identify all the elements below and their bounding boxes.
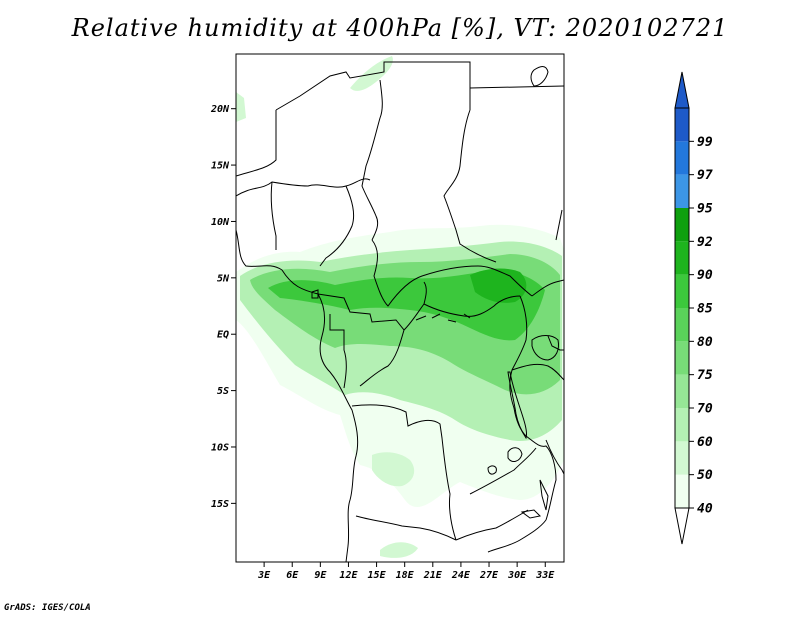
colorbar-level-label: 97 [697, 168, 713, 183]
colorbar-level-label: 85 [697, 302, 713, 317]
lake-outline [507, 447, 523, 462]
colorbar-upper-triangle [674, 71, 690, 109]
colorbar-swatch [675, 374, 689, 408]
colorbar-level-label: 70 [697, 402, 713, 417]
border-line [455, 509, 529, 541]
latitude-tick-label: 5N [217, 273, 230, 284]
humidity-area-north-streak [350, 56, 393, 91]
border-line [531, 279, 564, 297]
longitude-tick-label: 6E [286, 570, 299, 581]
border-line [329, 314, 347, 389]
longitude-tick-label: 27E [479, 570, 499, 581]
humidity-area-northwest-corner [236, 92, 246, 122]
longitude-tick-label: 30E [507, 570, 527, 581]
latitude-tick-label: 20N [210, 104, 230, 115]
border-line [361, 79, 383, 241]
island-outline [530, 66, 549, 87]
colorbar-swatch [675, 174, 689, 208]
colorbar-swatch [675, 308, 689, 342]
colorbar-level-label: 95 [697, 202, 713, 217]
colorbar-level-label: 40 [697, 502, 713, 517]
border-line [236, 110, 277, 177]
congo-river-segment [415, 313, 471, 323]
color-bar: 40 50 60 70 75 80 85 90 92 95 97 99 [674, 71, 713, 545]
humidity-area-south-pocket [372, 452, 415, 487]
lake-outline [487, 465, 497, 475]
border-line [371, 239, 533, 307]
colorbar-swatch [675, 474, 689, 508]
latitude-axis: 20N 15N 10N 5N EQ 5S 10S 15S [210, 104, 236, 510]
border-line [270, 181, 277, 250]
colorbar-level-label: 99 [697, 135, 713, 150]
longitude-tick-label: 18E [396, 570, 415, 581]
lake-outline [520, 509, 542, 519]
longitude-tick-label: 15E [368, 570, 387, 581]
border-line [351, 404, 457, 541]
humidity-area-90 [470, 268, 527, 303]
latitude-tick-label: EQ [217, 330, 229, 341]
longitude-tick-label: 3E [257, 570, 271, 581]
colorbar-level-label: 50 [697, 468, 713, 483]
border-line [547, 335, 564, 351]
latitude-tick-label: 15S [211, 499, 229, 510]
colorbar-level-label: 75 [697, 368, 713, 383]
humidity-area-south-edge [380, 542, 418, 558]
border-line [443, 109, 497, 263]
west-africa-coastline [236, 229, 359, 562]
longitude-tick-label: 12E [339, 570, 358, 581]
colorbar-swatch [675, 441, 689, 475]
latitude-tick-label: 15N [211, 161, 230, 172]
border-line [555, 209, 563, 241]
colorbar-swatch [675, 108, 689, 142]
latitude-tick-label: 10S [211, 442, 229, 453]
border-line [319, 185, 355, 267]
latitude-tick-label: 10N [211, 217, 230, 228]
border-line [469, 85, 564, 89]
border-line [545, 439, 564, 475]
border-line [317, 293, 405, 387]
longitude-tick-label: 9E [314, 570, 327, 581]
colorbar-swatch [675, 141, 689, 175]
border-line [487, 519, 547, 553]
lake-victoria [531, 335, 559, 361]
longitude-tick-label: 21E [423, 570, 443, 581]
island-outline [311, 289, 319, 299]
border-line [525, 435, 557, 521]
latitude-tick-label: 5S [217, 386, 229, 397]
border-line [236, 178, 371, 197]
longitude-axis: 3E 6E 9E 12E 15E 18E 21E 24E 27E 30E 33E [257, 562, 555, 581]
map-title: Relative humidity at 400hPa [%], VT: 202… [71, 14, 729, 42]
longitude-tick-label: 33E [535, 570, 555, 581]
colorbar-swatch [675, 208, 689, 242]
colorbar-lower-triangle [674, 507, 690, 545]
colorbar-level-label: 60 [697, 435, 713, 450]
lake-tanganyika [507, 371, 527, 440]
grads-credit: GrADS: IGES/COLA [4, 603, 91, 613]
colorbar-swatch [675, 408, 689, 442]
colorbar-level-label: 80 [697, 335, 713, 350]
humidity-shading [236, 56, 564, 558]
country-borders [236, 61, 564, 562]
border-line [355, 515, 457, 541]
border-line [469, 447, 537, 495]
border-line [509, 295, 528, 437]
colorbar-swatch [675, 241, 689, 275]
colorbar-swatch [675, 274, 689, 308]
border-line [423, 295, 521, 317]
border-line [511, 363, 564, 381]
map-frame [235, 53, 565, 563]
colorbar-level-label: 92 [697, 235, 713, 250]
longitude-tick-label: 24E [451, 570, 471, 581]
colorbar-level-label: 90 [697, 268, 713, 283]
lake-malawi [539, 479, 549, 511]
border-line [275, 61, 471, 111]
colorbar-swatch [675, 341, 689, 375]
